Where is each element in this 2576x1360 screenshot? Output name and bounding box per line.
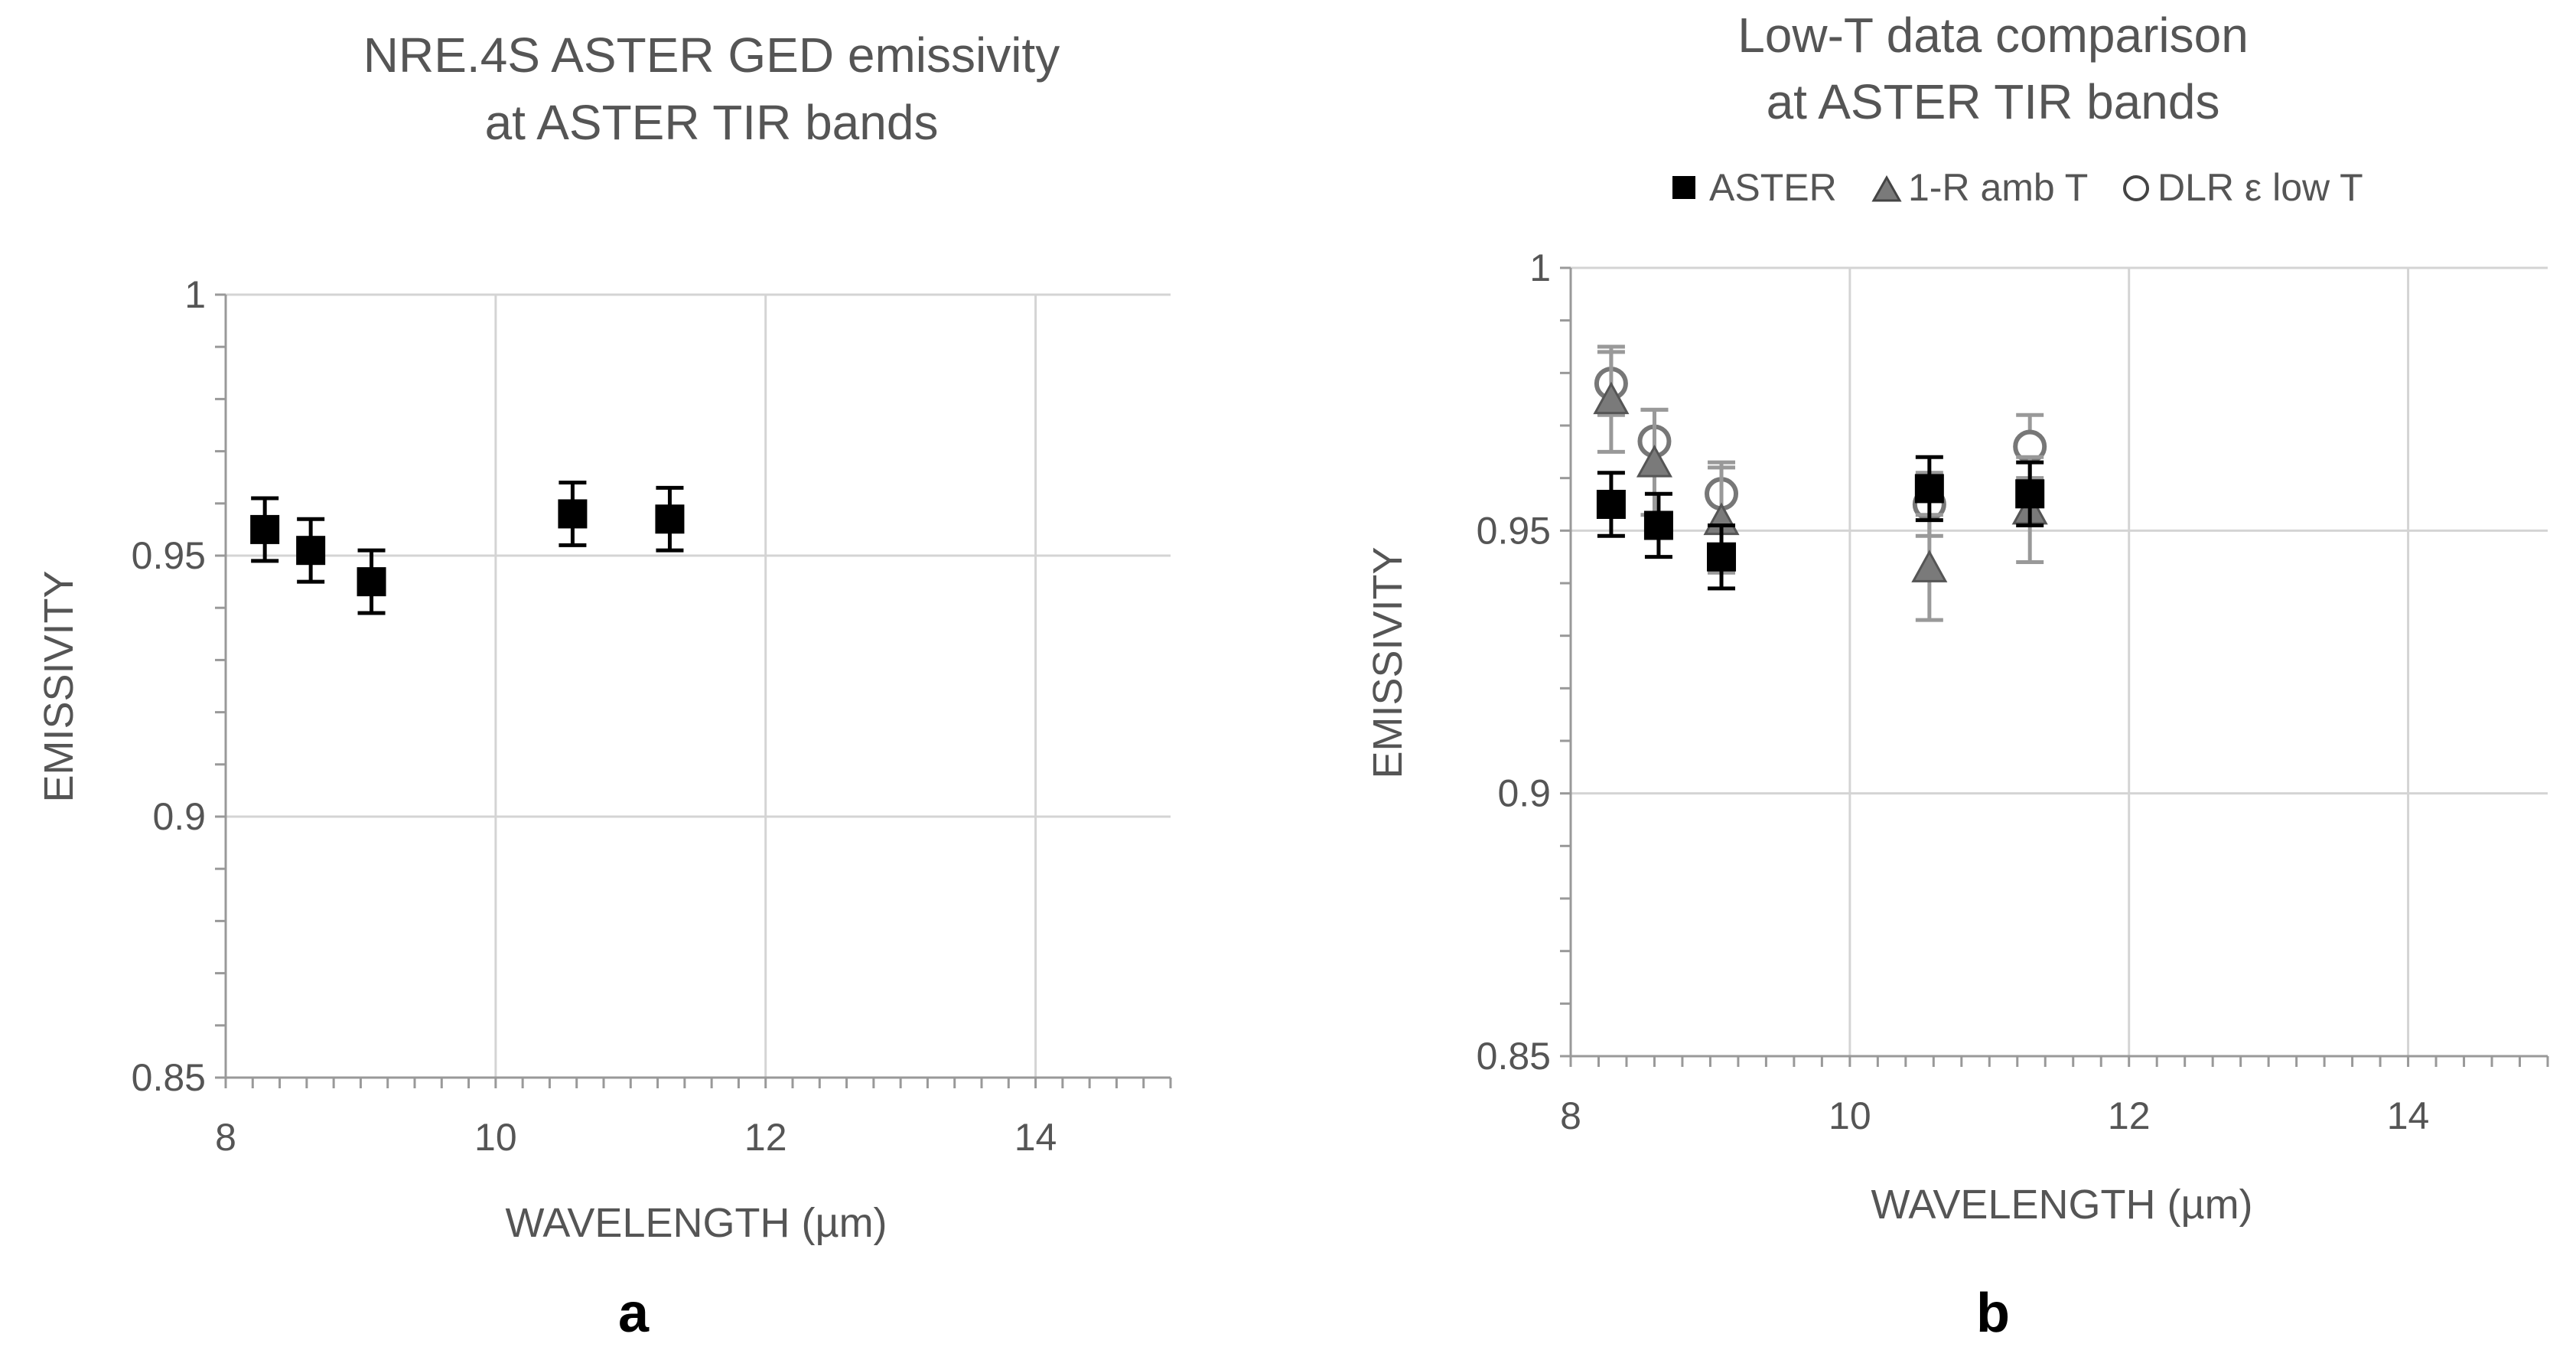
chart-b-ytick-label: 1 xyxy=(1529,246,1551,289)
legend-1r-amb-t-label: 1-R amb T xyxy=(1908,166,2088,209)
chart-b-point-aster xyxy=(1643,510,1673,540)
chart-b-ytick-label: 0.85 xyxy=(1477,1035,1551,1078)
chart-b-ytick-label: 0.95 xyxy=(1477,509,1551,552)
chart-a-grid xyxy=(226,293,1171,1078)
chart-a-xtick-label: 12 xyxy=(744,1116,787,1159)
legend-aster-square-icon xyxy=(1672,176,1695,199)
chart-b-title-line-2: at ASTER TIR bands xyxy=(1767,74,2220,129)
chart-a-ytick-label: 0.9 xyxy=(152,795,206,838)
chart-b-ytick-labels: 0.85 0.9 0.95 1 xyxy=(1477,246,1551,1078)
chart-b-point-aster xyxy=(2015,479,2045,509)
chart-a-xlabel: WAVELENGTH (µm) xyxy=(505,1200,887,1246)
chart-b-ylabel: EMISSIVITY xyxy=(1365,546,1411,778)
chart-a-ylabel: EMISSIVITY xyxy=(36,570,82,802)
chart-b-panel-label: b xyxy=(1976,1283,2010,1344)
chart-a-point-aster xyxy=(655,504,685,534)
legend-dlr-label: DLR ε low T xyxy=(2158,166,2363,209)
chart-a-ytick-label: 1 xyxy=(184,273,206,316)
chart-b-point-aster xyxy=(1707,542,1737,572)
chart-b-grid xyxy=(1571,266,2548,1056)
chart-b-xlabel: WAVELENGTH (µm) xyxy=(1871,1182,2252,1228)
chart-a-title-line-2: at ASTER TIR bands xyxy=(485,95,939,150)
chart-a-ytick-labels: 0.85 0.9 0.95 1 xyxy=(132,273,206,1099)
chart-a-panel-label: a xyxy=(618,1283,650,1344)
chart-b-data-marks xyxy=(1593,344,2048,622)
chart-b-point-1r-amb-t xyxy=(1636,444,1672,478)
chart-b-xtick-label: 14 xyxy=(2387,1094,2430,1137)
chart-panel-b: Low-T data comparison at ASTER TIR bands… xyxy=(1365,8,2549,1344)
legend-dlr-circle-icon xyxy=(2123,175,2149,201)
chart-b-xtick-label: 10 xyxy=(1829,1094,1871,1137)
chart-b-xtick-label: 12 xyxy=(2108,1094,2151,1137)
chart-a-point-aster xyxy=(250,514,280,544)
chart-b-xtick-labels: 8 10 12 14 xyxy=(1560,1094,2429,1137)
chart-a-data-marks xyxy=(250,481,685,615)
legend-aster-label: ASTER xyxy=(1709,166,1837,209)
chart-a-xtick-label: 8 xyxy=(215,1116,236,1159)
legend-1r-amb-t-triangle-icon xyxy=(1871,174,1902,202)
chart-a-point-aster xyxy=(357,567,386,597)
chart-b-point-1r-amb-t xyxy=(1911,550,1948,582)
chart-b-xtick-label: 8 xyxy=(1560,1094,1581,1137)
chart-b-legend: ASTER 1-R amb T DLR ε low T xyxy=(1672,166,2363,209)
chart-b-ytick-label: 0.9 xyxy=(1497,772,1551,815)
chart-a-axes xyxy=(215,293,1172,1088)
chart-a-ytick-label: 0.85 xyxy=(132,1056,206,1099)
chart-a-title-line-1: NRE.4S ASTER GED emissivity xyxy=(363,28,1060,83)
chart-b-title-line-1: Low-T data comparison xyxy=(1737,8,2249,63)
chart-b-point-aster xyxy=(1914,474,1944,504)
chart-b-point-aster xyxy=(1596,490,1626,519)
chart-b-point-1r-amb-t xyxy=(1593,381,1630,415)
chart-b-axes xyxy=(1560,266,2549,1067)
chart-a-xtick-label: 10 xyxy=(474,1116,517,1159)
chart-a-point-aster xyxy=(296,536,326,566)
chart-a-xtick-labels: 8 10 12 14 xyxy=(215,1116,1057,1159)
chart-a-xtick-label: 14 xyxy=(1014,1116,1057,1159)
chart-panel-a: NRE.4S ASTER GED emissivity at ASTER TIR… xyxy=(36,28,1172,1344)
chart-a-point-aster xyxy=(558,499,588,529)
chart-a-ytick-label: 0.95 xyxy=(132,534,206,577)
